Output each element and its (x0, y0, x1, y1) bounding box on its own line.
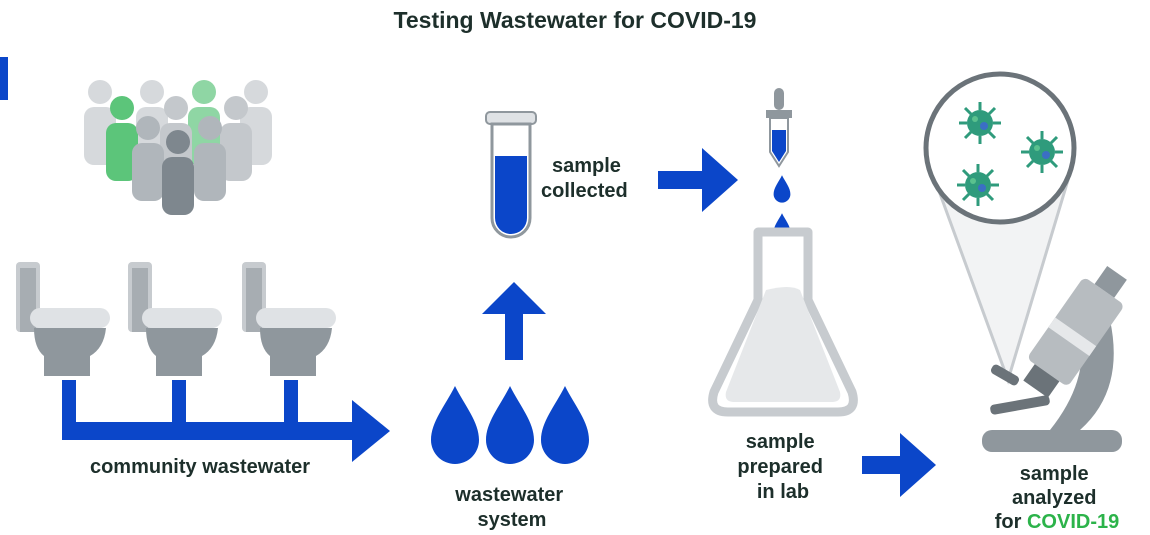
water-drops-part (541, 386, 589, 464)
dropper-part (774, 88, 784, 110)
title: Testing Wastewater for COVID-19 (394, 7, 757, 33)
lab-drops-part (774, 175, 791, 202)
step-label: sample collected (541, 155, 628, 202)
toilets-part (16, 262, 110, 376)
step-label: community wastewater (90, 456, 310, 478)
water-drops-part (431, 386, 479, 464)
right-arrow (658, 148, 738, 212)
step-label-part: for COVID-19 (995, 511, 1119, 533)
magnifier-part (957, 164, 999, 206)
label-line: wastewater (454, 484, 563, 506)
magnifier-part (959, 102, 1001, 144)
people (84, 80, 272, 215)
right-arrow-part (862, 456, 906, 474)
microscope-part (982, 430, 1122, 452)
people-part (132, 116, 164, 201)
magnifier-part (1021, 131, 1063, 173)
pipes-part (62, 422, 362, 440)
edge-bar (0, 57, 8, 100)
step-label: sample prepared in lab (737, 431, 828, 503)
pipes (62, 380, 390, 462)
label-line: in lab (757, 481, 809, 503)
people-part (162, 130, 194, 215)
water-drops-part (486, 386, 534, 464)
flask (713, 232, 854, 412)
label-line: sample (746, 431, 815, 453)
test-tube (486, 112, 536, 237)
label-line: system (478, 509, 547, 531)
right-arrow-part (900, 433, 936, 497)
test-tube-part (495, 156, 527, 234)
label-line: collected (541, 180, 628, 202)
right-arrow-part (702, 148, 738, 212)
step-label: sample analyzed for COVID-19 (995, 463, 1119, 533)
step-label: wastewater system (454, 484, 568, 531)
up-arrow-part (505, 312, 523, 360)
page: Testing Wastewater for COVID-19 communit… (0, 0, 1150, 535)
dropper (766, 88, 792, 166)
microscope-part (990, 395, 1051, 415)
people-part (194, 116, 226, 201)
water-drops (431, 386, 589, 464)
toilets-part (242, 262, 336, 376)
up-arrow-part (482, 282, 546, 314)
label-part: for (995, 511, 1022, 533)
up-arrow (482, 282, 546, 360)
pipes-part (352, 400, 390, 462)
test-tube-part (486, 112, 536, 124)
right-arrow (862, 433, 936, 497)
dropper-part (766, 110, 792, 118)
label-line: sample (1020, 463, 1089, 485)
label-line: community wastewater (90, 456, 310, 478)
label-line: prepared (737, 456, 823, 478)
toilets (16, 262, 336, 376)
right-arrow-part (658, 171, 706, 189)
label-line: sample (552, 155, 621, 177)
highlight: COVID-19 (1027, 511, 1119, 533)
diagram: Testing Wastewater for COVID-19 communit… (0, 0, 1150, 535)
label-line: analyzed (1012, 487, 1096, 509)
toilets-part (128, 262, 222, 376)
